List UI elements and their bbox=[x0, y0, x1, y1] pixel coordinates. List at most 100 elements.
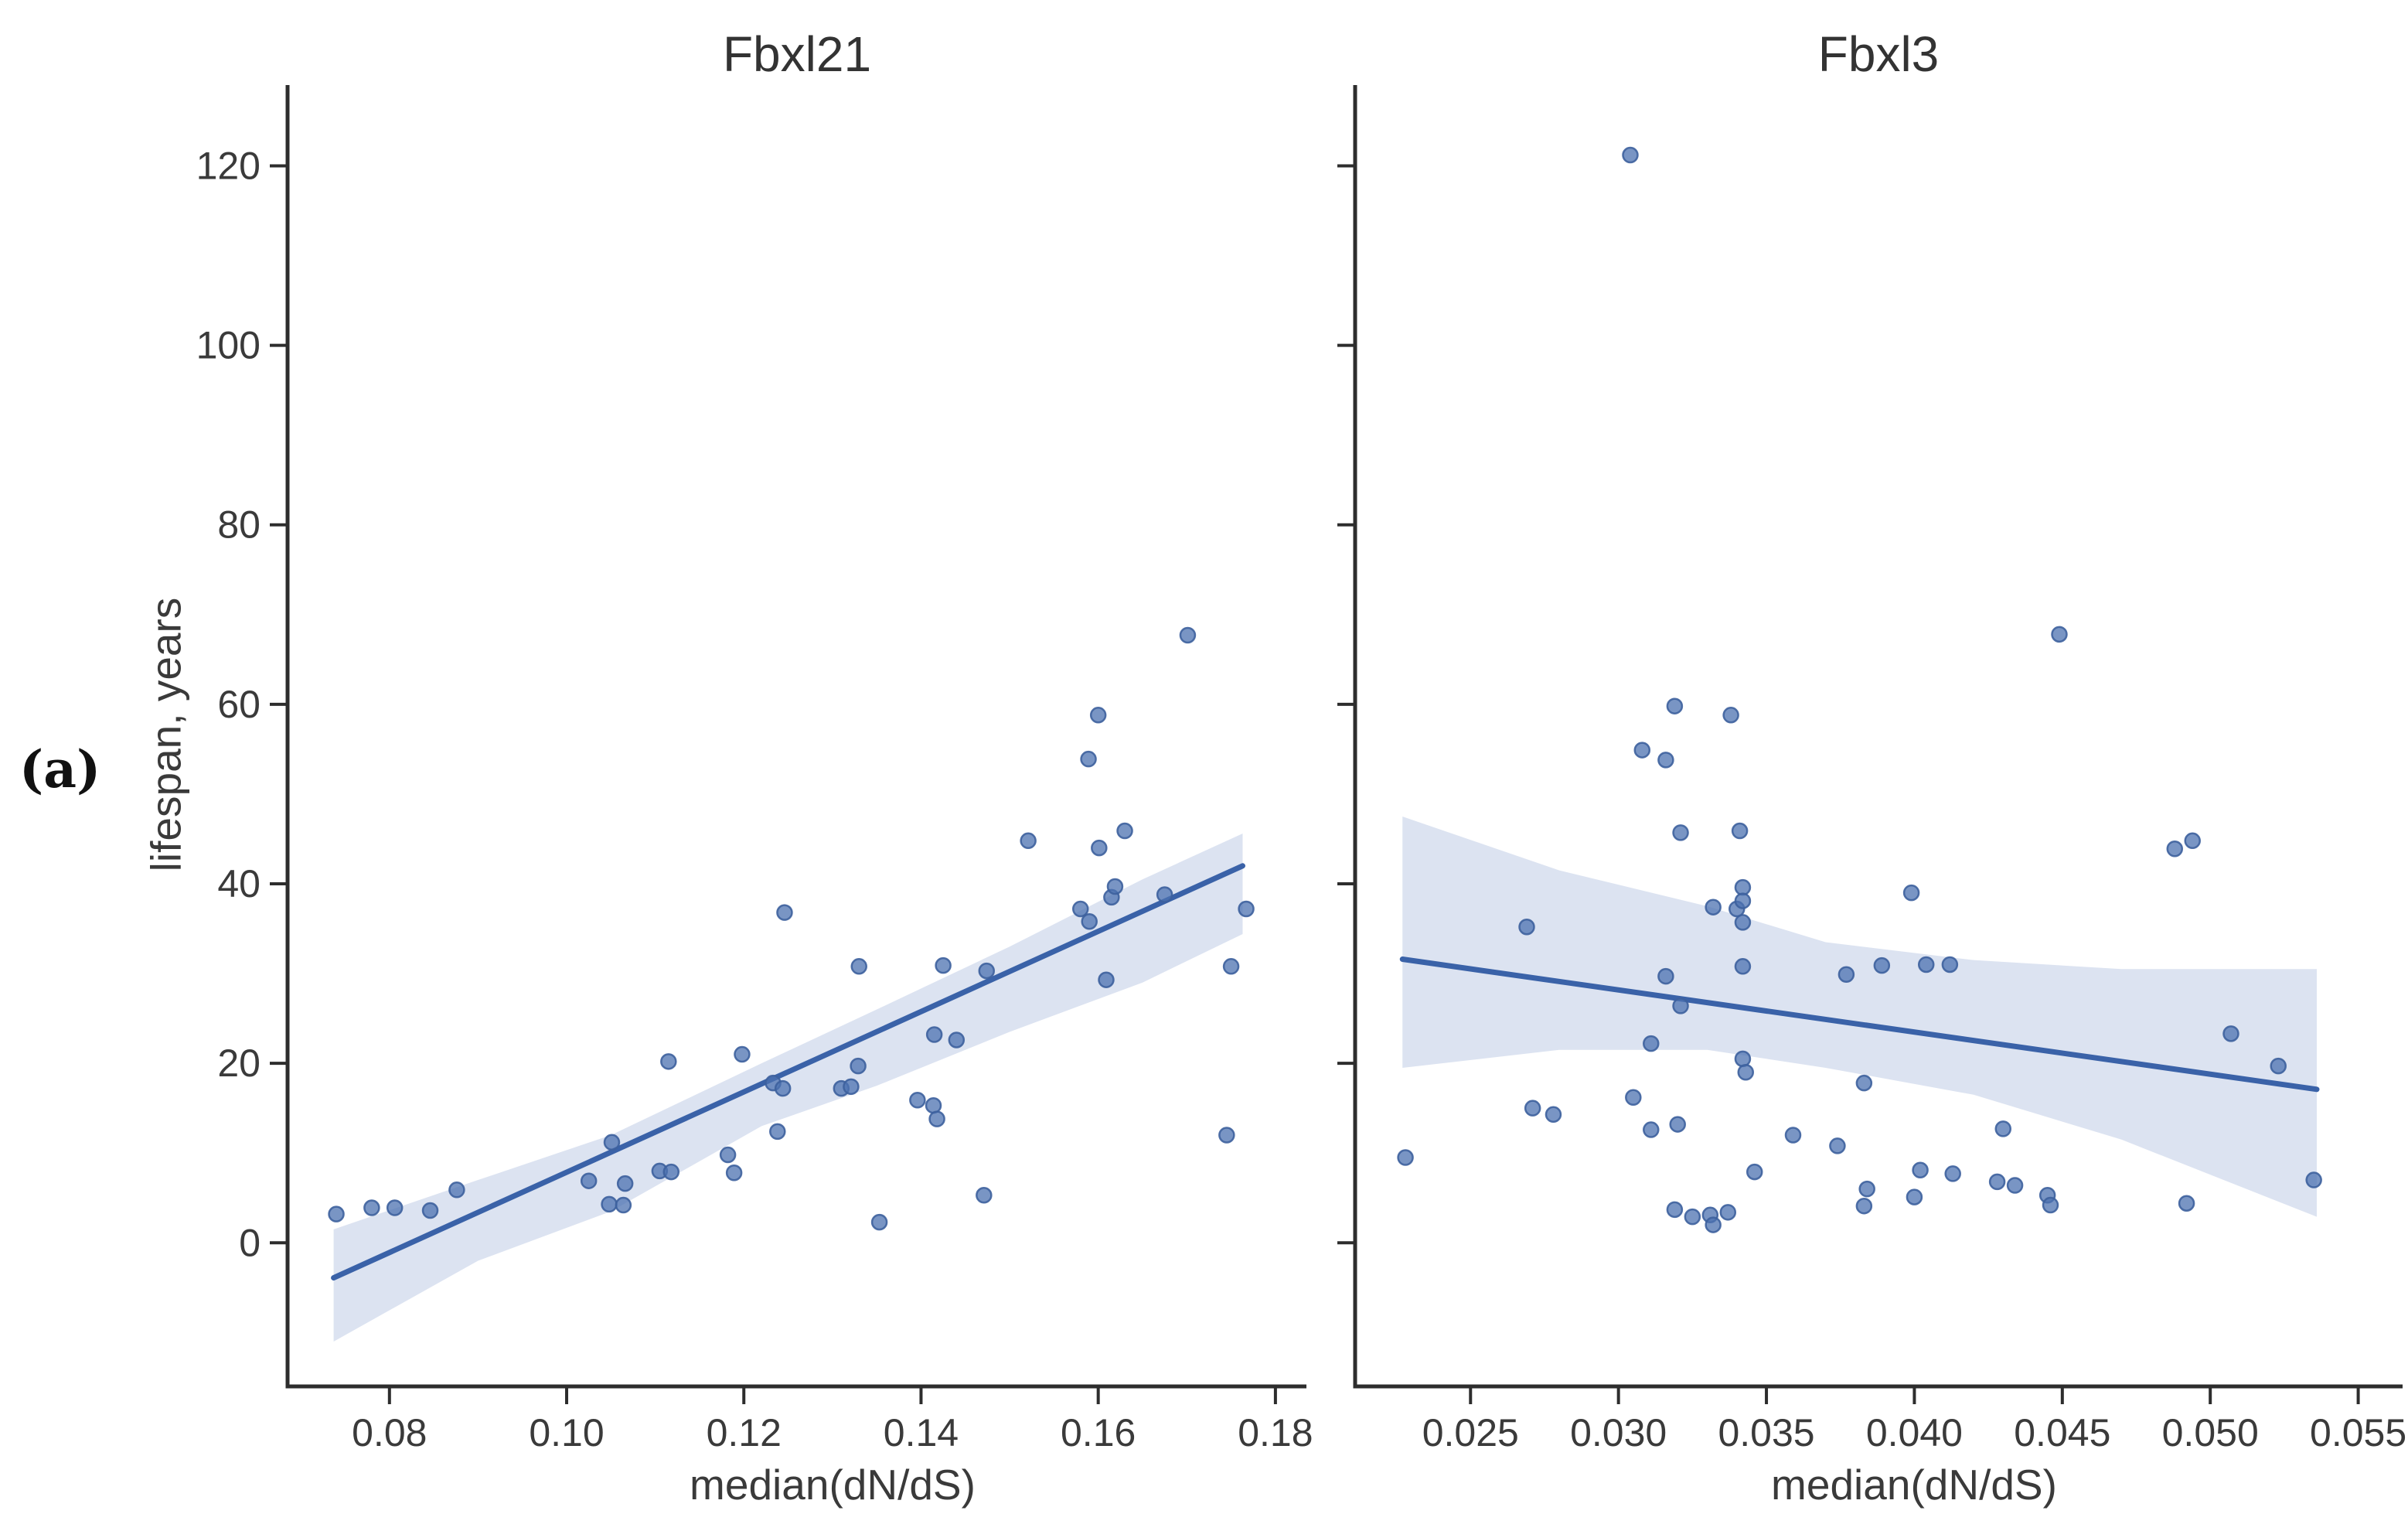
scatter-point bbox=[1666, 1201, 1684, 1219]
x-tick-label: 0.08 bbox=[352, 1411, 427, 1454]
scatter-point bbox=[1156, 886, 1173, 903]
y-tick-label: 0 bbox=[239, 1221, 261, 1264]
scatter-point bbox=[1705, 1216, 1722, 1233]
scatter-point bbox=[2305, 1171, 2322, 1188]
scatter-point bbox=[1657, 967, 1674, 985]
scatter-point bbox=[1829, 1137, 1846, 1154]
scatter-point bbox=[1734, 892, 1752, 909]
x-tick-label: 0.030 bbox=[1570, 1411, 1667, 1454]
scatter-point bbox=[1106, 878, 1124, 895]
scatter-point bbox=[601, 1195, 618, 1213]
scatter-point bbox=[870, 1213, 888, 1231]
scatter-point bbox=[662, 1163, 680, 1181]
scatter-point bbox=[1731, 822, 1749, 840]
scatter-point bbox=[1838, 966, 1855, 983]
scatter-point bbox=[1734, 914, 1752, 931]
scatter-point bbox=[1091, 839, 1108, 857]
scatter-point bbox=[1705, 898, 1722, 916]
scatter-point bbox=[2270, 1057, 2287, 1075]
left-panel-title: Fbxl21 bbox=[722, 26, 872, 82]
x-tick-label: 0.040 bbox=[1866, 1411, 1963, 1454]
x-tick-label: 0.050 bbox=[2162, 1411, 2259, 1454]
x-tick-label: 0.025 bbox=[1422, 1411, 1519, 1454]
scatter-point bbox=[2042, 1196, 2059, 1214]
scatter-point bbox=[363, 1199, 380, 1216]
scatter-point bbox=[1622, 146, 1639, 164]
scatter-point bbox=[1941, 956, 1959, 973]
scatter-point bbox=[2178, 1195, 2195, 1212]
scatter-point bbox=[774, 1079, 792, 1097]
scatter-point bbox=[948, 1031, 966, 1049]
right-panel-title: Fbxl3 bbox=[1817, 26, 1940, 82]
scatter-point bbox=[928, 1110, 945, 1127]
scatter-point bbox=[1737, 1064, 1755, 1081]
right-panel: 0.025 0.030 0.035 0.040 0.045 0.050 0.055 bbox=[1337, 85, 2406, 1454]
scatter-point bbox=[1545, 1106, 1562, 1124]
y-tick-label: 80 bbox=[217, 503, 261, 547]
scatter-point bbox=[1238, 900, 1255, 918]
scatter-point bbox=[734, 1045, 751, 1063]
left-panel: 0.08 0.10 0.12 0.14 0.16 0.18 0 20 40 60 80 100 120 bbox=[196, 85, 1313, 1454]
x-tick-label: 0.16 bbox=[1061, 1411, 1136, 1454]
scatter-point bbox=[1746, 1163, 1763, 1181]
regression-line bbox=[331, 863, 1245, 1281]
scatter-point bbox=[1988, 1173, 2006, 1191]
scatter-point bbox=[1672, 824, 1689, 841]
scatter-point bbox=[909, 1091, 926, 1109]
scatter-point bbox=[1684, 1208, 1701, 1226]
scatter-point bbox=[1917, 956, 1935, 973]
scatter-point bbox=[1855, 1074, 1873, 1092]
scatter-point bbox=[580, 1172, 598, 1189]
scatter-points bbox=[1397, 146, 2322, 1233]
scatter-point bbox=[1669, 1116, 1686, 1133]
scatter-point bbox=[421, 1202, 439, 1219]
scatter-point bbox=[719, 1146, 737, 1164]
scatter-point bbox=[1518, 918, 1535, 936]
scatter-point bbox=[935, 956, 952, 974]
confidence-band bbox=[1402, 816, 2317, 1217]
scatter-point bbox=[2006, 1177, 2024, 1194]
scatter-point bbox=[925, 1026, 943, 1043]
scatter-point bbox=[1722, 707, 1739, 724]
scatter-point bbox=[1218, 1127, 1235, 1144]
x-axis-ticks: 0.08 0.10 0.12 0.14 0.16 0.18 bbox=[352, 1386, 1313, 1454]
x-tick-label: 0.10 bbox=[529, 1411, 604, 1454]
y-tick-label: 120 bbox=[196, 144, 261, 187]
x-axis-ticks: 0.025 0.030 0.035 0.040 0.045 0.050 0.055 bbox=[1422, 1386, 2406, 1454]
y-axis-ticks: 0 20 40 60 80 100 120 bbox=[196, 144, 288, 1264]
scatter-point bbox=[925, 1096, 942, 1114]
scatter-point bbox=[1855, 1197, 1873, 1215]
y-tick-label: 100 bbox=[196, 324, 261, 367]
scatter-point bbox=[2222, 1025, 2239, 1042]
scatter-point bbox=[978, 962, 996, 980]
scatter-point bbox=[1643, 1035, 1660, 1052]
scatter-point bbox=[843, 1078, 860, 1096]
scatter-point bbox=[776, 904, 793, 921]
scatter-point bbox=[386, 1199, 404, 1216]
scatter-point bbox=[1672, 997, 1689, 1014]
scatter-point bbox=[1734, 878, 1752, 896]
x-tick-label: 0.055 bbox=[2310, 1411, 2406, 1454]
scatter-point bbox=[1858, 1180, 1875, 1198]
scatter-point bbox=[2184, 832, 2201, 850]
scatter-point bbox=[616, 1175, 634, 1192]
scatter-point bbox=[448, 1181, 465, 1199]
scatter-point bbox=[1902, 884, 1920, 902]
regression-line bbox=[1399, 956, 2320, 1093]
scatter-point bbox=[328, 1205, 345, 1222]
scatter-point bbox=[1734, 958, 1752, 975]
scatter-point bbox=[1020, 832, 1037, 850]
y-axis-ticks bbox=[1337, 164, 1355, 1245]
scatter-point bbox=[2051, 626, 2068, 643]
scatter-point bbox=[1944, 1165, 1961, 1182]
x-tick-label: 0.045 bbox=[2014, 1411, 2110, 1454]
scatter-point bbox=[1089, 707, 1107, 724]
scatter-points bbox=[328, 626, 1255, 1231]
scatter-point bbox=[850, 958, 867, 975]
left-x-axis-label: median(dN/dS) bbox=[690, 1461, 976, 1509]
right-x-axis-label: median(dN/dS) bbox=[1771, 1461, 2057, 1509]
scatter-point bbox=[1625, 1089, 1642, 1106]
scatter-point bbox=[615, 1196, 632, 1214]
scatter-point bbox=[1873, 956, 1891, 974]
